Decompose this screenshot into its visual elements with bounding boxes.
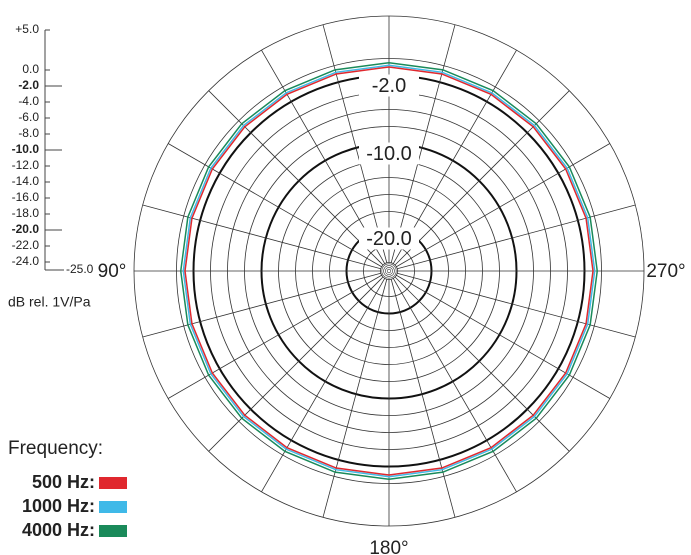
radial-line: [392, 278, 517, 493]
legend-swatch: [99, 525, 127, 537]
radial-line: [142, 272, 381, 338]
radial-line: [390, 24, 456, 263]
center-ring: [385, 267, 393, 275]
scale-tick-label: -14.0: [12, 174, 40, 188]
scale-tick-label: -4.0: [18, 94, 39, 108]
scale-tick-label: +5.0: [15, 22, 39, 36]
radial-line: [322, 279, 388, 518]
radial-line: [394, 276, 570, 452]
radial-line: [142, 204, 381, 270]
radial-line: [208, 276, 384, 452]
radial-line: [396, 143, 611, 268]
legend-label: 4000 Hz:: [22, 520, 95, 540]
radial-line: [397, 272, 636, 338]
legend-label: 500 Hz:: [32, 472, 95, 492]
scale-tick-label: -16.0: [12, 190, 40, 204]
scale-tick-label: -25.0: [66, 262, 94, 276]
radial-line: [396, 274, 611, 399]
angle-label: 270°: [646, 261, 685, 282]
ring: [380, 262, 398, 280]
radial-line: [394, 90, 570, 266]
ring-label-bg: [359, 74, 419, 97]
scale-tick-label: -24.0: [12, 254, 40, 268]
radial-line: [390, 279, 456, 518]
series-line: [184, 66, 594, 476]
scale-tick-label: -2.0: [18, 78, 39, 92]
ring-label: -2.0: [372, 75, 406, 97]
legend-title: Frequency:: [8, 438, 103, 459]
axis-label: dB rel. 1V/Pa: [8, 294, 91, 310]
scale-tick-label: 0.0: [22, 62, 39, 76]
legend-swatch: [99, 501, 127, 513]
scale-tick-label: -8.0: [18, 126, 39, 140]
ring-label: -10.0: [366, 143, 412, 165]
scale-tick-label: -22.0: [12, 238, 40, 252]
angle-label: 90°: [98, 261, 127, 282]
radial-line: [397, 204, 636, 270]
radial-line: [208, 90, 384, 266]
series-line: [182, 64, 596, 478]
scale-tick-label: -12.0: [12, 158, 40, 172]
scale-tick-label: -18.0: [12, 206, 40, 220]
ring-label: -20.0: [366, 228, 412, 250]
radial-line: [261, 278, 386, 493]
scale-tick-label: -6.0: [18, 110, 39, 124]
series-line: [179, 61, 599, 481]
center-ring: [386, 268, 392, 274]
angle-label: 180°: [369, 538, 408, 555]
center-ring: [383, 265, 395, 277]
center-ring: [381, 263, 397, 279]
radial-line: [167, 274, 382, 399]
legend-label: 1000 Hz:: [22, 496, 95, 516]
scale-tick-label: -20.0: [12, 222, 40, 236]
ring-label-bg: [359, 227, 419, 250]
radial-line: [167, 143, 382, 268]
ring-label-bg: [359, 142, 419, 165]
scale-tick-label: -10.0: [12, 142, 40, 156]
radial-line: [322, 24, 388, 263]
angle-label: 0°: [380, 0, 398, 5]
legend-swatch: [99, 477, 127, 489]
